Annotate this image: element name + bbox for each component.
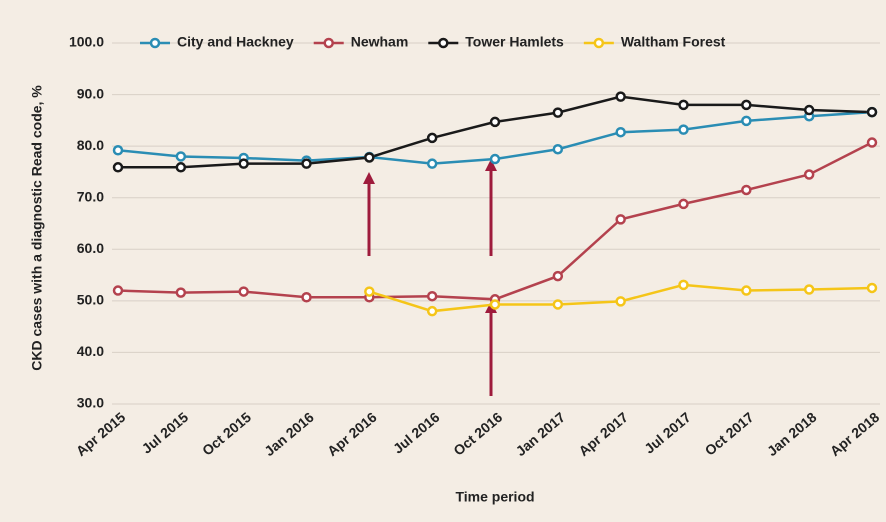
- data-point: [678, 124, 689, 135]
- data-point: [489, 153, 501, 165]
- legend-label: Tower Hamlets: [465, 34, 564, 50]
- data-point: [112, 162, 124, 173]
- legend-marker: [323, 37, 334, 49]
- data-point: [615, 91, 626, 102]
- data-point: [803, 104, 815, 116]
- data-point: [238, 158, 249, 169]
- data-point: [615, 296, 626, 307]
- data-point: [112, 145, 124, 156]
- legend-marker: [593, 37, 605, 49]
- data-point: [615, 126, 626, 138]
- arrow-head: [363, 172, 375, 184]
- data-point: [489, 299, 501, 310]
- data-point: [678, 198, 689, 210]
- legend-item: Waltham Forest: [583, 34, 726, 50]
- data-point: [112, 285, 124, 296]
- legend-item: City and Hackney: [140, 34, 294, 50]
- data-point: [426, 290, 438, 302]
- legend-item: Tower Hamlets: [428, 34, 564, 50]
- data-point: [552, 299, 564, 310]
- legend-label: City and Hackney: [177, 34, 294, 50]
- legend-marker: [438, 37, 449, 49]
- legend: City and Hackney Newham Tower Hamlets Walth…: [140, 34, 726, 50]
- data-point: [426, 158, 438, 169]
- data-point: [426, 132, 438, 144]
- data-point: [489, 116, 501, 128]
- data-point: [552, 143, 564, 155]
- y-tick-label: 90.0: [77, 85, 104, 101]
- data-point: [741, 99, 752, 111]
- data-point: [301, 291, 312, 303]
- x-axis-label: Time period: [455, 489, 534, 505]
- y-tick-label: 40.0: [77, 343, 104, 359]
- data-point: [803, 284, 815, 295]
- y-tick-label: 80.0: [77, 137, 104, 153]
- y-tick-label: 100.0: [69, 34, 104, 50]
- data-point: [426, 305, 438, 317]
- y-tick-label: 30.0: [77, 395, 104, 411]
- annotations: [363, 159, 497, 396]
- y-tick-label: 60.0: [77, 240, 104, 256]
- arrow-head: [485, 159, 497, 171]
- data-point: [301, 158, 312, 169]
- data-point: [364, 286, 375, 297]
- data-point: [866, 106, 878, 118]
- data-point: [175, 151, 187, 162]
- data-point: [552, 107, 564, 118]
- data-point: [741, 285, 752, 296]
- data-point: [615, 214, 626, 225]
- data-point: [238, 286, 249, 297]
- legend-label: Waltham Forest: [621, 34, 726, 50]
- data-point: [364, 152, 375, 163]
- data-point: [866, 282, 878, 294]
- data-point: [552, 270, 564, 282]
- data-point: [678, 99, 689, 111]
- y-tick-label: 70.0: [77, 188, 104, 204]
- legend-item: Newham: [313, 34, 409, 50]
- y-tick-label: 50.0: [77, 292, 104, 308]
- data-point: [866, 137, 878, 148]
- data-point: [803, 169, 815, 180]
- legend-label: Newham: [351, 34, 409, 50]
- data-point: [678, 279, 689, 291]
- data-point: [175, 162, 187, 173]
- legend-marker: [149, 37, 161, 49]
- y-axis-label: CKD cases with a diagnostic Read code, %: [29, 85, 45, 371]
- data-point: [175, 287, 187, 298]
- data-point: [741, 184, 752, 196]
- data-point: [741, 115, 752, 127]
